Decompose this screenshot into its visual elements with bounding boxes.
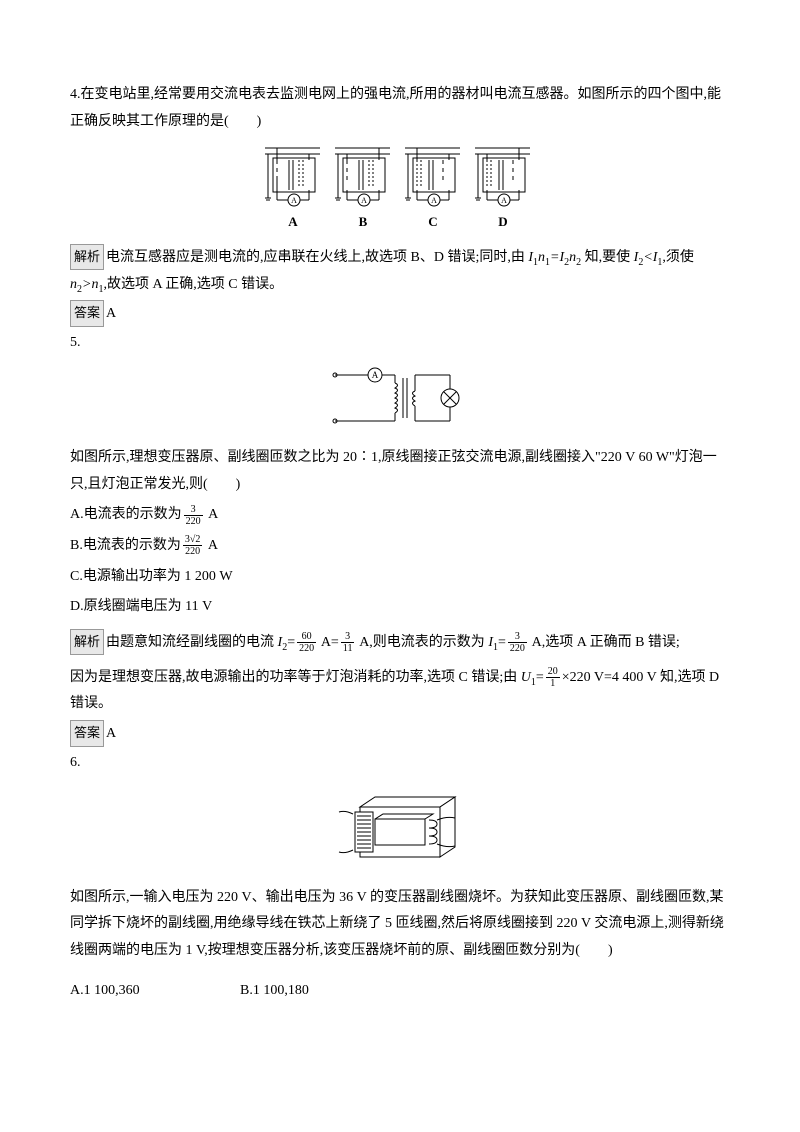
q4-number: 4. bbox=[70, 87, 81, 102]
svg-text:A: A bbox=[501, 196, 507, 205]
q5-optB: B.电流表的示数为3√2220 A bbox=[70, 533, 730, 560]
q5-analysis1: 解析由题意知流经副线圈的电流 I2=60220 A=311 A,则电流表的示数为… bbox=[70, 629, 730, 657]
q4-figure: A A bbox=[70, 141, 730, 242]
analysis-tag: 解析 bbox=[70, 244, 104, 271]
q4-analysis: 解析电流互感器应是测电流的,应串联在火线上,故选项 B、D 错误;同时,由 I1… bbox=[70, 244, 730, 299]
q6-optA: A.1 100,360 bbox=[70, 978, 240, 1005]
svg-text:C: C bbox=[428, 214, 437, 229]
q5-circuit: A bbox=[325, 363, 475, 433]
q6-figure bbox=[70, 782, 730, 883]
q5-optA: A.电流表的示数为3220 A bbox=[70, 502, 730, 529]
answer-tag: 答案 bbox=[70, 300, 104, 327]
q5-optD: D.原线圈端电压为 11 V bbox=[70, 594, 730, 621]
svg-text:A: A bbox=[288, 214, 298, 229]
svg-text:A: A bbox=[291, 196, 297, 205]
analysis-tag: 解析 bbox=[70, 629, 104, 656]
svg-text:B: B bbox=[359, 214, 368, 229]
q4-diagrams: A A bbox=[260, 141, 540, 231]
svg-text:A: A bbox=[372, 370, 379, 380]
q5-analysis2: 因为是理想变压器,故电源输出的功率等于灯泡消耗的功率,选项 C 错误;由 U1=… bbox=[70, 665, 730, 718]
q6-optB: B.1 100,180 bbox=[240, 978, 309, 1005]
svg-text:A: A bbox=[361, 196, 367, 205]
q6-text: 如图所示,一输入电压为 220 V、输出电压为 36 V 的变压器副线圈烧坏。为… bbox=[70, 885, 730, 965]
q5-number: 5. bbox=[70, 330, 730, 357]
answer-tag: 答案 bbox=[70, 720, 104, 747]
q6-transformer bbox=[325, 782, 475, 872]
q6-options: A.1 100,360 B.1 100,180 bbox=[70, 978, 730, 1005]
q5-answer: 答案A bbox=[70, 720, 730, 748]
svg-text:D: D bbox=[498, 214, 507, 229]
q5-figure: A bbox=[70, 363, 730, 444]
q6-number: 6. bbox=[70, 750, 730, 777]
q4-answer: 答案A bbox=[70, 300, 730, 328]
q5-text: 如图所示,理想变压器原、副线圈匝数之比为 20∶1,原线圈接正弦交流电源,副线圈… bbox=[70, 445, 730, 498]
svg-text:A: A bbox=[431, 196, 437, 205]
q5-optC: C.电源输出功率为 1 200 W bbox=[70, 564, 730, 591]
q4-text: 4.在变电站里,经常要用交流电表去监测电网上的强电流,所用的器材叫电流互感器。如… bbox=[70, 82, 730, 135]
